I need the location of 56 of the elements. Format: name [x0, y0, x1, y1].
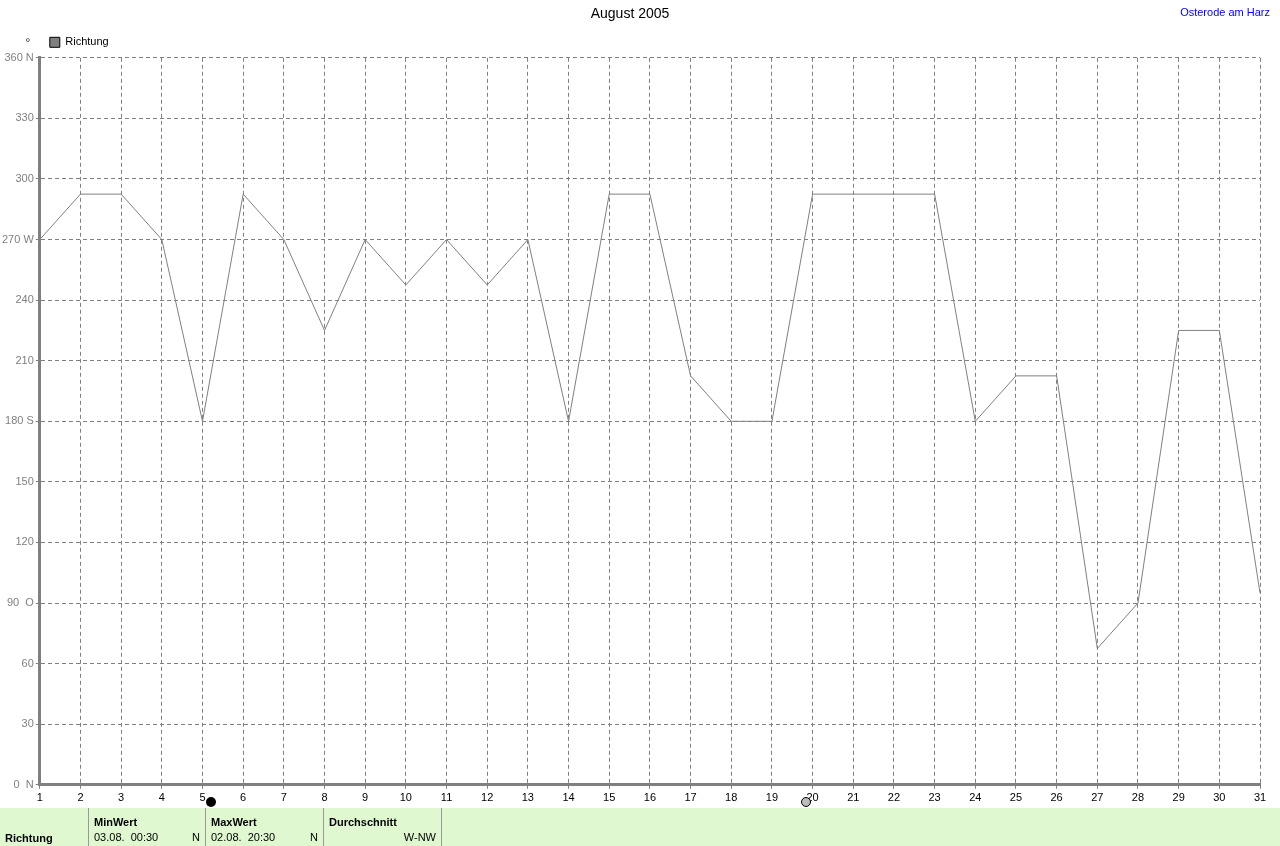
x-tick-label: 31: [1253, 791, 1267, 804]
x-tick-label: 21: [847, 791, 860, 804]
x-tick-label: 28: [1131, 791, 1145, 804]
x-tick-label: 24: [969, 791, 982, 804]
y-tick-label: 360 N: [4, 50, 34, 63]
x-tick-label: 12: [481, 791, 494, 804]
y-tick-label: 240: [15, 293, 34, 306]
y-tick-label: 270 W: [1, 232, 35, 245]
x-tick-label: 25: [1009, 791, 1023, 804]
y-tick-label: 60: [21, 656, 34, 669]
x-tick-label: 16: [643, 791, 657, 804]
y-axis-title: °: [25, 35, 31, 51]
x-tick-label: 3: [118, 791, 125, 804]
x-tick-label: 8: [321, 791, 328, 804]
y-tick-label: 210: [15, 353, 34, 366]
x-tick-label: 7: [280, 791, 287, 804]
x-tick-label: 26: [1050, 791, 1063, 804]
y-tick-label: 150: [15, 474, 34, 487]
text: MinWert: [94, 816, 139, 828]
y-tick-label: 120: [15, 535, 34, 548]
x-tick-label: 23: [928, 791, 941, 804]
x-tick-label: 14: [562, 791, 575, 804]
y-tick-label: 180 S: [5, 414, 34, 427]
legend-label: Richtung: [65, 35, 109, 48]
x-tick-label: 9: [362, 791, 369, 804]
x-tick-label: 19: [765, 791, 779, 804]
y-tick-label: 30: [21, 717, 34, 730]
x-tick-label: 13: [521, 791, 534, 804]
x-tick-label: 4: [158, 791, 165, 804]
x-tick-label: 2: [77, 791, 84, 804]
text: N: [310, 831, 318, 843]
x-tick-label: 18: [725, 791, 738, 804]
x-tick-label: 5: [199, 791, 206, 804]
x-tick-label: 17: [684, 791, 697, 804]
y-tick-label: 90 O: [6, 596, 35, 609]
x-tick-label: 27: [1091, 791, 1104, 804]
text: N: [192, 831, 200, 843]
x-tick-label: 6: [240, 791, 247, 804]
text: 03.08. 00:30: [94, 831, 159, 843]
x-tick-label: 1: [36, 791, 43, 804]
x-tick-label: 29: [1172, 791, 1185, 804]
y-tick-label: 300: [15, 172, 34, 184]
chart-title: August 2005: [590, 5, 670, 22]
x-tick-label: 30: [1213, 791, 1226, 804]
x-tick-label: 11: [440, 791, 453, 804]
text: 02.08. 20:30: [211, 831, 276, 843]
y-tick-label: 330: [15, 111, 34, 124]
x-tick-label: 22: [887, 791, 901, 804]
text: Durchschnitt: [329, 816, 398, 828]
text: Osterode am Harz: [1180, 6, 1270, 18]
x-tick-label: 15: [603, 791, 616, 804]
text: Richtung: [0, 808, 89, 846]
text: W-NW: [402, 831, 436, 843]
y-tick-label: 0 N: [13, 777, 34, 790]
text: MaxWert: [211, 816, 258, 828]
x-tick-label: 10: [399, 791, 412, 804]
